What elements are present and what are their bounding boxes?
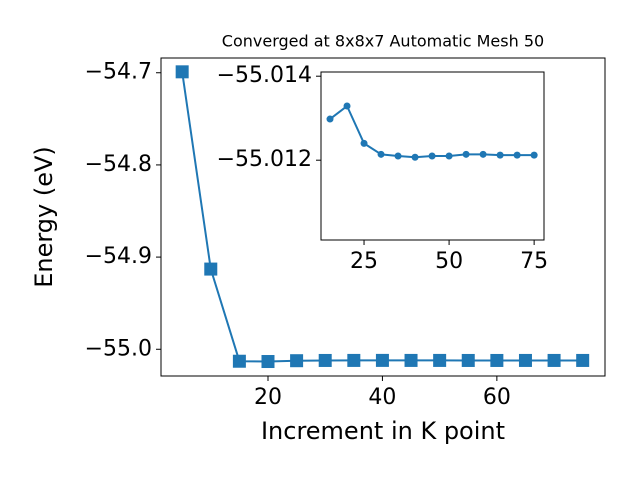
marker bbox=[290, 354, 304, 368]
marker bbox=[490, 353, 504, 367]
marker bbox=[479, 150, 487, 158]
x-tick-label: 60 bbox=[483, 385, 511, 410]
marker bbox=[513, 151, 521, 159]
marker bbox=[360, 139, 368, 147]
marker bbox=[547, 353, 561, 367]
y-axis-label: Energy (eV) bbox=[30, 146, 58, 288]
y-tick-label: −55.0 bbox=[85, 336, 152, 361]
marker bbox=[175, 65, 189, 79]
marker bbox=[530, 151, 538, 159]
marker bbox=[433, 353, 447, 367]
marker bbox=[261, 355, 275, 369]
marker bbox=[518, 353, 532, 367]
x-tick-label: 25 bbox=[350, 249, 378, 274]
marker bbox=[347, 353, 361, 367]
x-tick-label: 20 bbox=[254, 385, 282, 410]
y-tick-label: −54.8 bbox=[85, 152, 152, 177]
y-tick-label: −54.9 bbox=[85, 244, 152, 269]
marker bbox=[428, 152, 436, 160]
x-tick-label: 75 bbox=[520, 249, 548, 274]
marker bbox=[576, 353, 590, 367]
marker bbox=[411, 153, 419, 161]
x-tick-label: 40 bbox=[368, 385, 396, 410]
marker bbox=[318, 353, 332, 367]
x-tick-label: 50 bbox=[435, 249, 463, 274]
y-tick-label: −55.014 bbox=[217, 63, 312, 88]
y-tick-label: −54.7 bbox=[85, 60, 152, 85]
marker bbox=[404, 353, 418, 367]
marker bbox=[496, 151, 504, 159]
marker bbox=[377, 150, 385, 158]
x-axis-label: Increment in K point bbox=[261, 417, 505, 445]
marker bbox=[343, 102, 351, 110]
marker bbox=[445, 152, 453, 160]
marker bbox=[232, 354, 246, 368]
marker bbox=[461, 353, 475, 367]
marker bbox=[326, 115, 334, 123]
marker bbox=[462, 150, 470, 158]
marker bbox=[204, 262, 218, 276]
marker bbox=[375, 353, 389, 367]
marker bbox=[394, 152, 402, 160]
y-tick-label: −55.012 bbox=[217, 147, 312, 172]
chart-title: Converged at 8x8x7 Automatic Mesh 50 bbox=[222, 32, 544, 51]
